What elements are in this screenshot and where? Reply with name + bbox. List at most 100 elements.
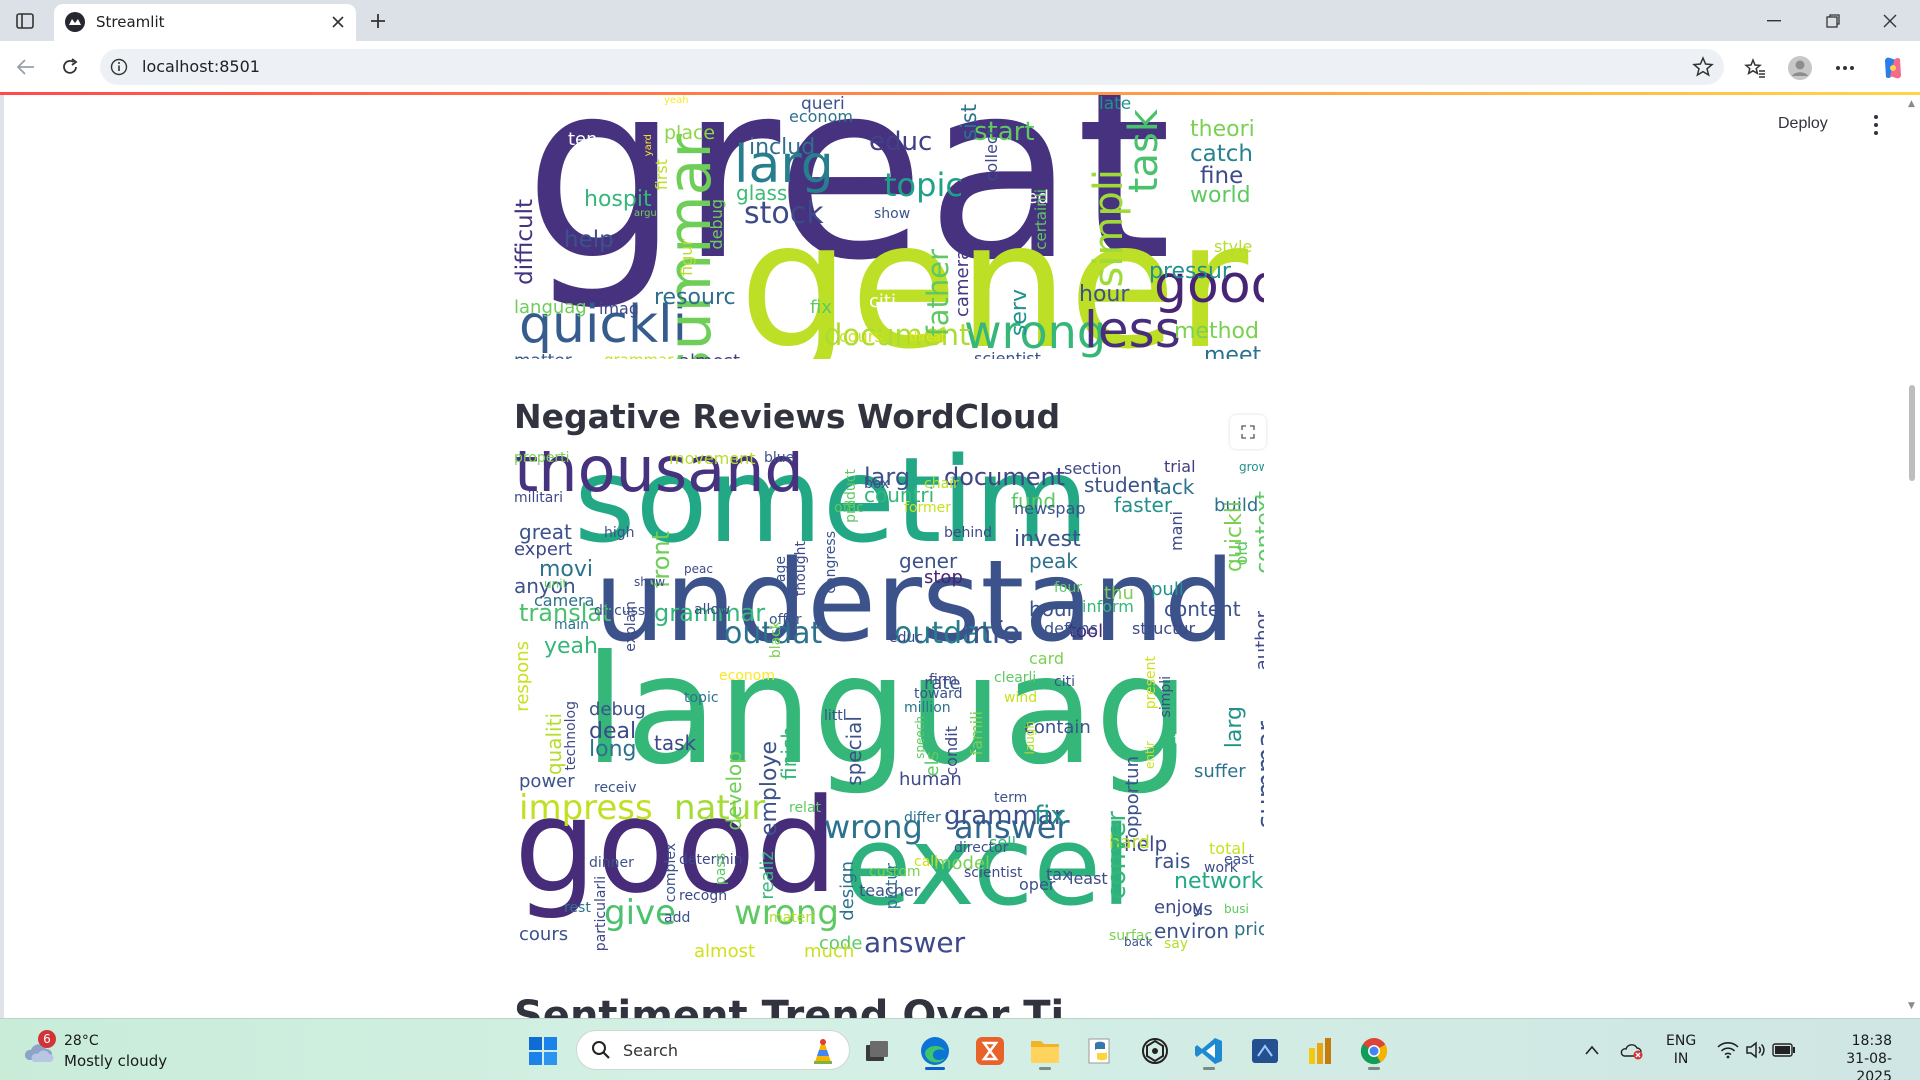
wordcloud-word: help bbox=[1124, 832, 1168, 856]
wordcloud-word: simpli bbox=[1158, 676, 1174, 718]
wifi-icon[interactable] bbox=[1716, 1038, 1740, 1062]
wordcloud-word: tree bbox=[1174, 732, 1203, 748]
weather-alert-badge: 6 bbox=[38, 1030, 56, 1048]
wordcloud-word: blue bbox=[764, 451, 795, 466]
wordcloud-word: environ bbox=[1154, 919, 1230, 943]
volume-icon[interactable] bbox=[1744, 1038, 1768, 1062]
system-clock[interactable]: 18:38 31-08-2025 bbox=[1812, 1032, 1892, 1080]
profile-avatar-icon[interactable] bbox=[1785, 53, 1815, 83]
site-info-icon[interactable] bbox=[110, 58, 128, 80]
weather-widget[interactable]: 6 28°C Mostly cloudy bbox=[22, 1030, 222, 1072]
address-bar[interactable]: localhost:8501 bbox=[100, 49, 1724, 85]
show-hidden-icons-chevron-icon[interactable] bbox=[1580, 1038, 1604, 1062]
reload-icon[interactable] bbox=[56, 53, 84, 81]
copilot-icon[interactable] bbox=[1878, 53, 1908, 83]
input-language-indicator[interactable]: ENG IN bbox=[1666, 1032, 1696, 1068]
onedrive-error-icon[interactable] bbox=[1620, 1038, 1644, 1062]
wordcloud-word: term bbox=[994, 790, 1028, 806]
wordcloud-word: lack bbox=[1154, 475, 1195, 499]
url-text[interactable]: localhost:8501 bbox=[142, 57, 260, 76]
wordcloud-word: four bbox=[1054, 580, 1083, 596]
wordcloud-word: figur bbox=[677, 239, 696, 276]
wordcloud-word: littl bbox=[824, 708, 847, 724]
explorer-running-indicator bbox=[1039, 1067, 1051, 1070]
wordcloud-word: dark bbox=[689, 541, 730, 562]
wordcloud-word: long bbox=[589, 737, 637, 762]
wordcloud-word: code bbox=[819, 933, 863, 954]
office-app-icon[interactable] bbox=[969, 1030, 1011, 1072]
power-bi-icon[interactable] bbox=[1299, 1030, 1341, 1072]
new-tab-icon[interactable] bbox=[364, 7, 392, 35]
wordcloud-word: say bbox=[1164, 936, 1189, 952]
wordcloud-word: back bbox=[1124, 935, 1153, 949]
page-scrollbar[interactable]: ▲ ▼ bbox=[1904, 95, 1920, 1018]
wordcloud-word: explain bbox=[623, 601, 639, 652]
wordcloud-word: trial bbox=[1164, 457, 1196, 476]
wordcloud-word: respons bbox=[514, 641, 533, 712]
wordcloud-word: candid bbox=[1174, 795, 1221, 811]
wordcloud-word: econom bbox=[719, 668, 775, 684]
scroll-down-icon[interactable]: ▼ bbox=[1908, 1001, 1915, 1011]
taskbar-search-box[interactable]: Search bbox=[576, 1030, 850, 1070]
edge-browser-icon[interactable] bbox=[914, 1030, 956, 1072]
wordcloud-word: director bbox=[954, 840, 1009, 856]
remote-desktop-icon[interactable] bbox=[1244, 1030, 1286, 1072]
streamlit-header-decoration bbox=[0, 92, 1920, 95]
wordcloud-word: teacher bbox=[859, 881, 921, 900]
weather-description: Mostly cloudy bbox=[64, 1052, 168, 1070]
file-explorer-icon[interactable] bbox=[1024, 1030, 1066, 1072]
wordcloud-word: sell bbox=[989, 833, 1017, 852]
wordcloud-word: thu bbox=[1104, 583, 1134, 604]
wordcloud-word: qualiti bbox=[542, 713, 566, 776]
wordcloud-word: mani bbox=[1167, 511, 1186, 551]
close-window-icon[interactable] bbox=[1860, 0, 1920, 41]
wordcloud-word: first bbox=[652, 159, 671, 191]
more-options-icon[interactable] bbox=[1830, 53, 1860, 83]
wordcloud-word: threat bbox=[909, 330, 946, 344]
wordcloud-word: contain bbox=[1024, 717, 1091, 738]
task-view-icon[interactable] bbox=[856, 1030, 898, 1072]
sidebar-toggle-icon[interactable] bbox=[12, 8, 38, 34]
wordcloud-word: enjoy bbox=[1154, 897, 1204, 918]
windows-start-icon[interactable] bbox=[522, 1030, 564, 1072]
deploy-button[interactable]: Deploy bbox=[1778, 115, 1828, 132]
fullscreen-expand-icon[interactable] bbox=[1230, 415, 1266, 449]
restore-icon[interactable] bbox=[1803, 0, 1863, 41]
main-menu-icon[interactable] bbox=[1866, 113, 1886, 137]
wordcloud-word: offer bbox=[769, 612, 802, 628]
battery-icon[interactable] bbox=[1772, 1038, 1796, 1062]
wordcloud-word: good bbox=[1154, 255, 1264, 315]
python-idle-icon[interactable] bbox=[1080, 1030, 1122, 1072]
scroll-up-icon[interactable]: ▲ bbox=[1908, 99, 1915, 109]
vscode-icon[interactable] bbox=[1188, 1030, 1230, 1072]
wordcloud-word: congress bbox=[823, 531, 839, 594]
wordcloud-word: speech bbox=[913, 716, 927, 759]
wordcloud-word: properti bbox=[514, 451, 570, 466]
chrome-browser-icon[interactable] bbox=[1353, 1030, 1395, 1072]
favorite-star-icon[interactable] bbox=[1692, 56, 1714, 82]
favorites-icon[interactable] bbox=[1740, 53, 1770, 83]
wordcloud-word: debug bbox=[707, 199, 726, 250]
wordcloud-word: work bbox=[1204, 860, 1238, 876]
browser-tab-active[interactable]: Streamlit bbox=[54, 4, 356, 41]
wordcloud-word: father bbox=[921, 249, 955, 337]
tab-close-icon[interactable] bbox=[328, 12, 348, 32]
wordcloud-word: hospit bbox=[584, 187, 652, 212]
streamlit-app-viewport: Deploy great gener quickli summar wrong less g… bbox=[4, 95, 1904, 1018]
chatgpt-icon[interactable] bbox=[1134, 1030, 1176, 1072]
wordcloud-word: give bbox=[604, 893, 677, 933]
wordcloud-word: show bbox=[874, 206, 911, 222]
wordcloud-word: grammar bbox=[654, 599, 766, 627]
wordcloud-word: toward bbox=[914, 686, 963, 702]
wordcloud-word: human bbox=[899, 769, 962, 790]
back-arrow-icon[interactable] bbox=[12, 53, 40, 81]
wordcloud-word: present bbox=[1143, 656, 1159, 710]
scrollbar-thumb[interactable] bbox=[1909, 385, 1915, 481]
wordcloud-word: black bbox=[768, 621, 784, 659]
wordcloud-word: certainli bbox=[1032, 189, 1050, 250]
wordcloud-word: cours bbox=[839, 327, 883, 346]
wordcloud-word: card bbox=[1029, 649, 1065, 668]
wordcloud-word: thought bbox=[793, 541, 809, 597]
wordcloud-word: discuss bbox=[594, 603, 646, 619]
minimize-icon[interactable] bbox=[1744, 0, 1804, 41]
